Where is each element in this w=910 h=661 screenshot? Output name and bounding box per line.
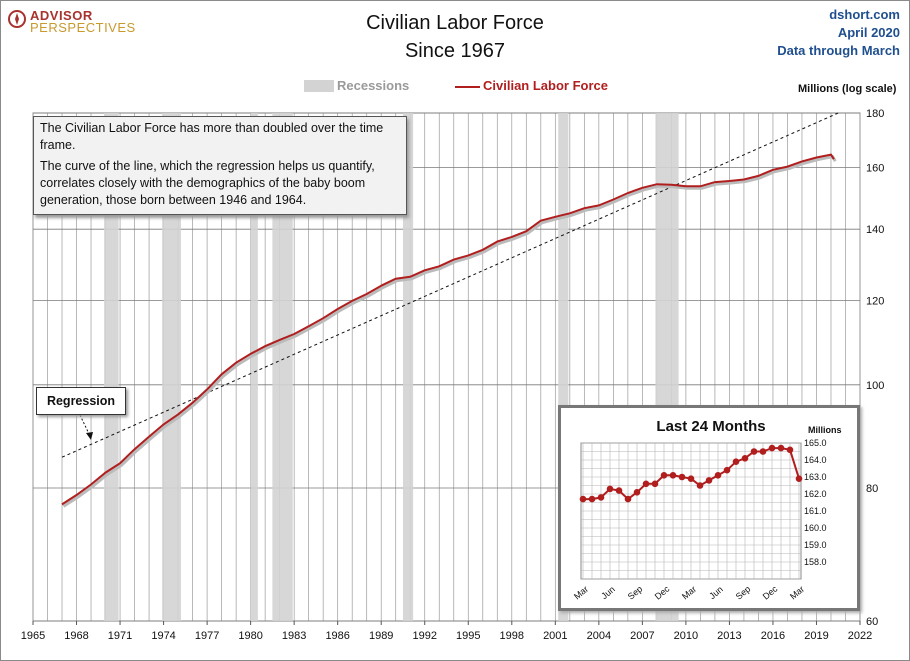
- inset-data-point: [768, 444, 776, 452]
- inset-data-point: [579, 495, 587, 503]
- x-tick-label: 1965: [21, 630, 45, 642]
- legend-series-swatch: [455, 86, 480, 88]
- x-tick-label: 1995: [456, 630, 480, 642]
- inset-data-point: [759, 448, 767, 455]
- y-tick-label: 160: [866, 162, 884, 174]
- inset-x-tick-label: Mar: [680, 584, 698, 602]
- inset-data-point: [660, 472, 668, 479]
- x-tick-label: 2004: [587, 630, 611, 642]
- inset-x-tick-label: Mar: [572, 584, 590, 602]
- inset-x-tick-label: Sep: [734, 584, 753, 602]
- y-axis-units: Millions (log scale): [798, 83, 897, 95]
- inset-data-point: [795, 475, 803, 482]
- annotation-paragraph-2: The curve of the line, which the regress…: [40, 159, 375, 207]
- recession-band: [558, 113, 569, 621]
- y-tick-label: 180: [866, 108, 884, 120]
- inset-y-tick-label: 159.0: [804, 540, 827, 550]
- inset-data-point: [777, 444, 785, 452]
- chart-subtitle: Since 1967: [404, 40, 506, 62]
- recession-band: [162, 113, 181, 621]
- annotation-paragraph-1: The Civilian Labor Force has more than d…: [40, 121, 384, 152]
- chart-title: Civilian Labor Force: [366, 12, 544, 34]
- x-tick-label: 1971: [108, 630, 132, 642]
- y-tick-label: 80: [866, 483, 878, 495]
- inset-data-point: [669, 472, 677, 479]
- x-tick-label: 1986: [325, 630, 349, 642]
- logo-icon: [8, 10, 26, 28]
- inset-y-tick-label: 160.0: [804, 523, 827, 533]
- inset-x-tick-label: Dec: [653, 583, 672, 601]
- regression-arrowhead: [86, 432, 93, 440]
- source-site: dshort.com: [829, 7, 900, 22]
- x-tick-label: 2010: [674, 630, 698, 642]
- series-line-shadow: [62, 154, 837, 508]
- inset-y-tick-label: 161.0: [804, 506, 827, 516]
- recession-band: [272, 113, 293, 621]
- inset-units: Millions: [808, 425, 842, 435]
- recession-band: [250, 113, 258, 621]
- x-tick-label: 2001: [543, 630, 567, 642]
- x-tick-label: 1968: [64, 630, 88, 642]
- legend-series-label: Civilian Labor Force: [483, 78, 608, 93]
- inset-data-point: [615, 487, 623, 494]
- x-tick-label: 1974: [151, 630, 175, 642]
- x-tick-label: 1980: [238, 630, 262, 642]
- x-tick-label: 1998: [500, 630, 524, 642]
- y-tick-label: 60: [866, 616, 878, 628]
- inset-data-point: [606, 485, 614, 493]
- x-tick-label: 2019: [804, 630, 828, 642]
- logo-subtitle: PERSPECTIVES: [30, 20, 136, 35]
- x-tick-label: 1992: [412, 630, 436, 642]
- inset-data-point: [786, 446, 794, 454]
- inset-y-tick-label: 164.0: [804, 455, 827, 465]
- inset-x-tick-label: Mar: [788, 584, 806, 602]
- inset-x-tick-label: Dec: [761, 583, 780, 601]
- x-tick-label: 2022: [848, 630, 872, 642]
- inset-data-point: [723, 466, 731, 474]
- x-tick-label: 2016: [761, 630, 785, 642]
- legend-recession-label: Recessions: [337, 78, 410, 93]
- inset-data-point: [687, 475, 695, 482]
- inset-x-tick-label: Jun: [599, 584, 617, 601]
- inset-data-point: [597, 494, 605, 501]
- inset-data-point: [741, 455, 749, 462]
- logo-name: ADVISOR: [30, 8, 93, 23]
- inset-y-tick-label: 165.0: [804, 438, 827, 448]
- x-tick-label: 1977: [195, 630, 219, 642]
- inset-data-point: [732, 458, 740, 465]
- inset-data-point: [642, 480, 650, 488]
- recession-band: [104, 113, 119, 621]
- x-tick-label: 1983: [282, 630, 306, 642]
- inset-data-point: [633, 489, 641, 496]
- legend-recession-swatch: [304, 80, 334, 92]
- inset-data-point: [714, 472, 722, 479]
- inset-data-point: [624, 495, 632, 503]
- y-tick-label: 120: [866, 295, 884, 307]
- inset-y-tick-label: 158.0: [804, 557, 827, 567]
- inset-data-point: [705, 477, 713, 484]
- x-tick-label: 1989: [369, 630, 393, 642]
- recession-band: [402, 113, 414, 621]
- inset-chart: 158.0 159.0 160.0 161.0 162.0 163.0 164.0 165.0…: [572, 438, 827, 602]
- inset-chart-panel: Last 24 Months Millions 158.0 159.0 160.0 1…: [558, 405, 860, 611]
- regression-label: Regression: [36, 387, 126, 415]
- inset-data-point: [588, 495, 596, 503]
- y-tick-label: 100: [866, 380, 884, 392]
- inset-data-point: [678, 473, 686, 481]
- source-date: April 2020: [837, 25, 900, 40]
- inset-x-tick-label: Jun: [707, 584, 725, 601]
- source-through: Data through March: [777, 43, 900, 58]
- inset-data-point: [696, 482, 704, 489]
- inset-data-point: [651, 480, 659, 488]
- inset-x-tick-label: Sep: [626, 584, 645, 602]
- x-tick-label: 2013: [717, 630, 741, 642]
- inset-y-tick-label: 162.0: [804, 489, 827, 499]
- annotation-box: The Civilian Labor Force has more than d…: [33, 116, 407, 215]
- inset-title: Last 24 Months: [656, 418, 766, 435]
- series-line: [61, 153, 835, 506]
- y-tick-label: 140: [866, 224, 884, 236]
- x-tick-label: 2007: [630, 630, 654, 642]
- inset-y-tick-label: 163.0: [804, 472, 827, 482]
- inset-data-point: [750, 448, 758, 455]
